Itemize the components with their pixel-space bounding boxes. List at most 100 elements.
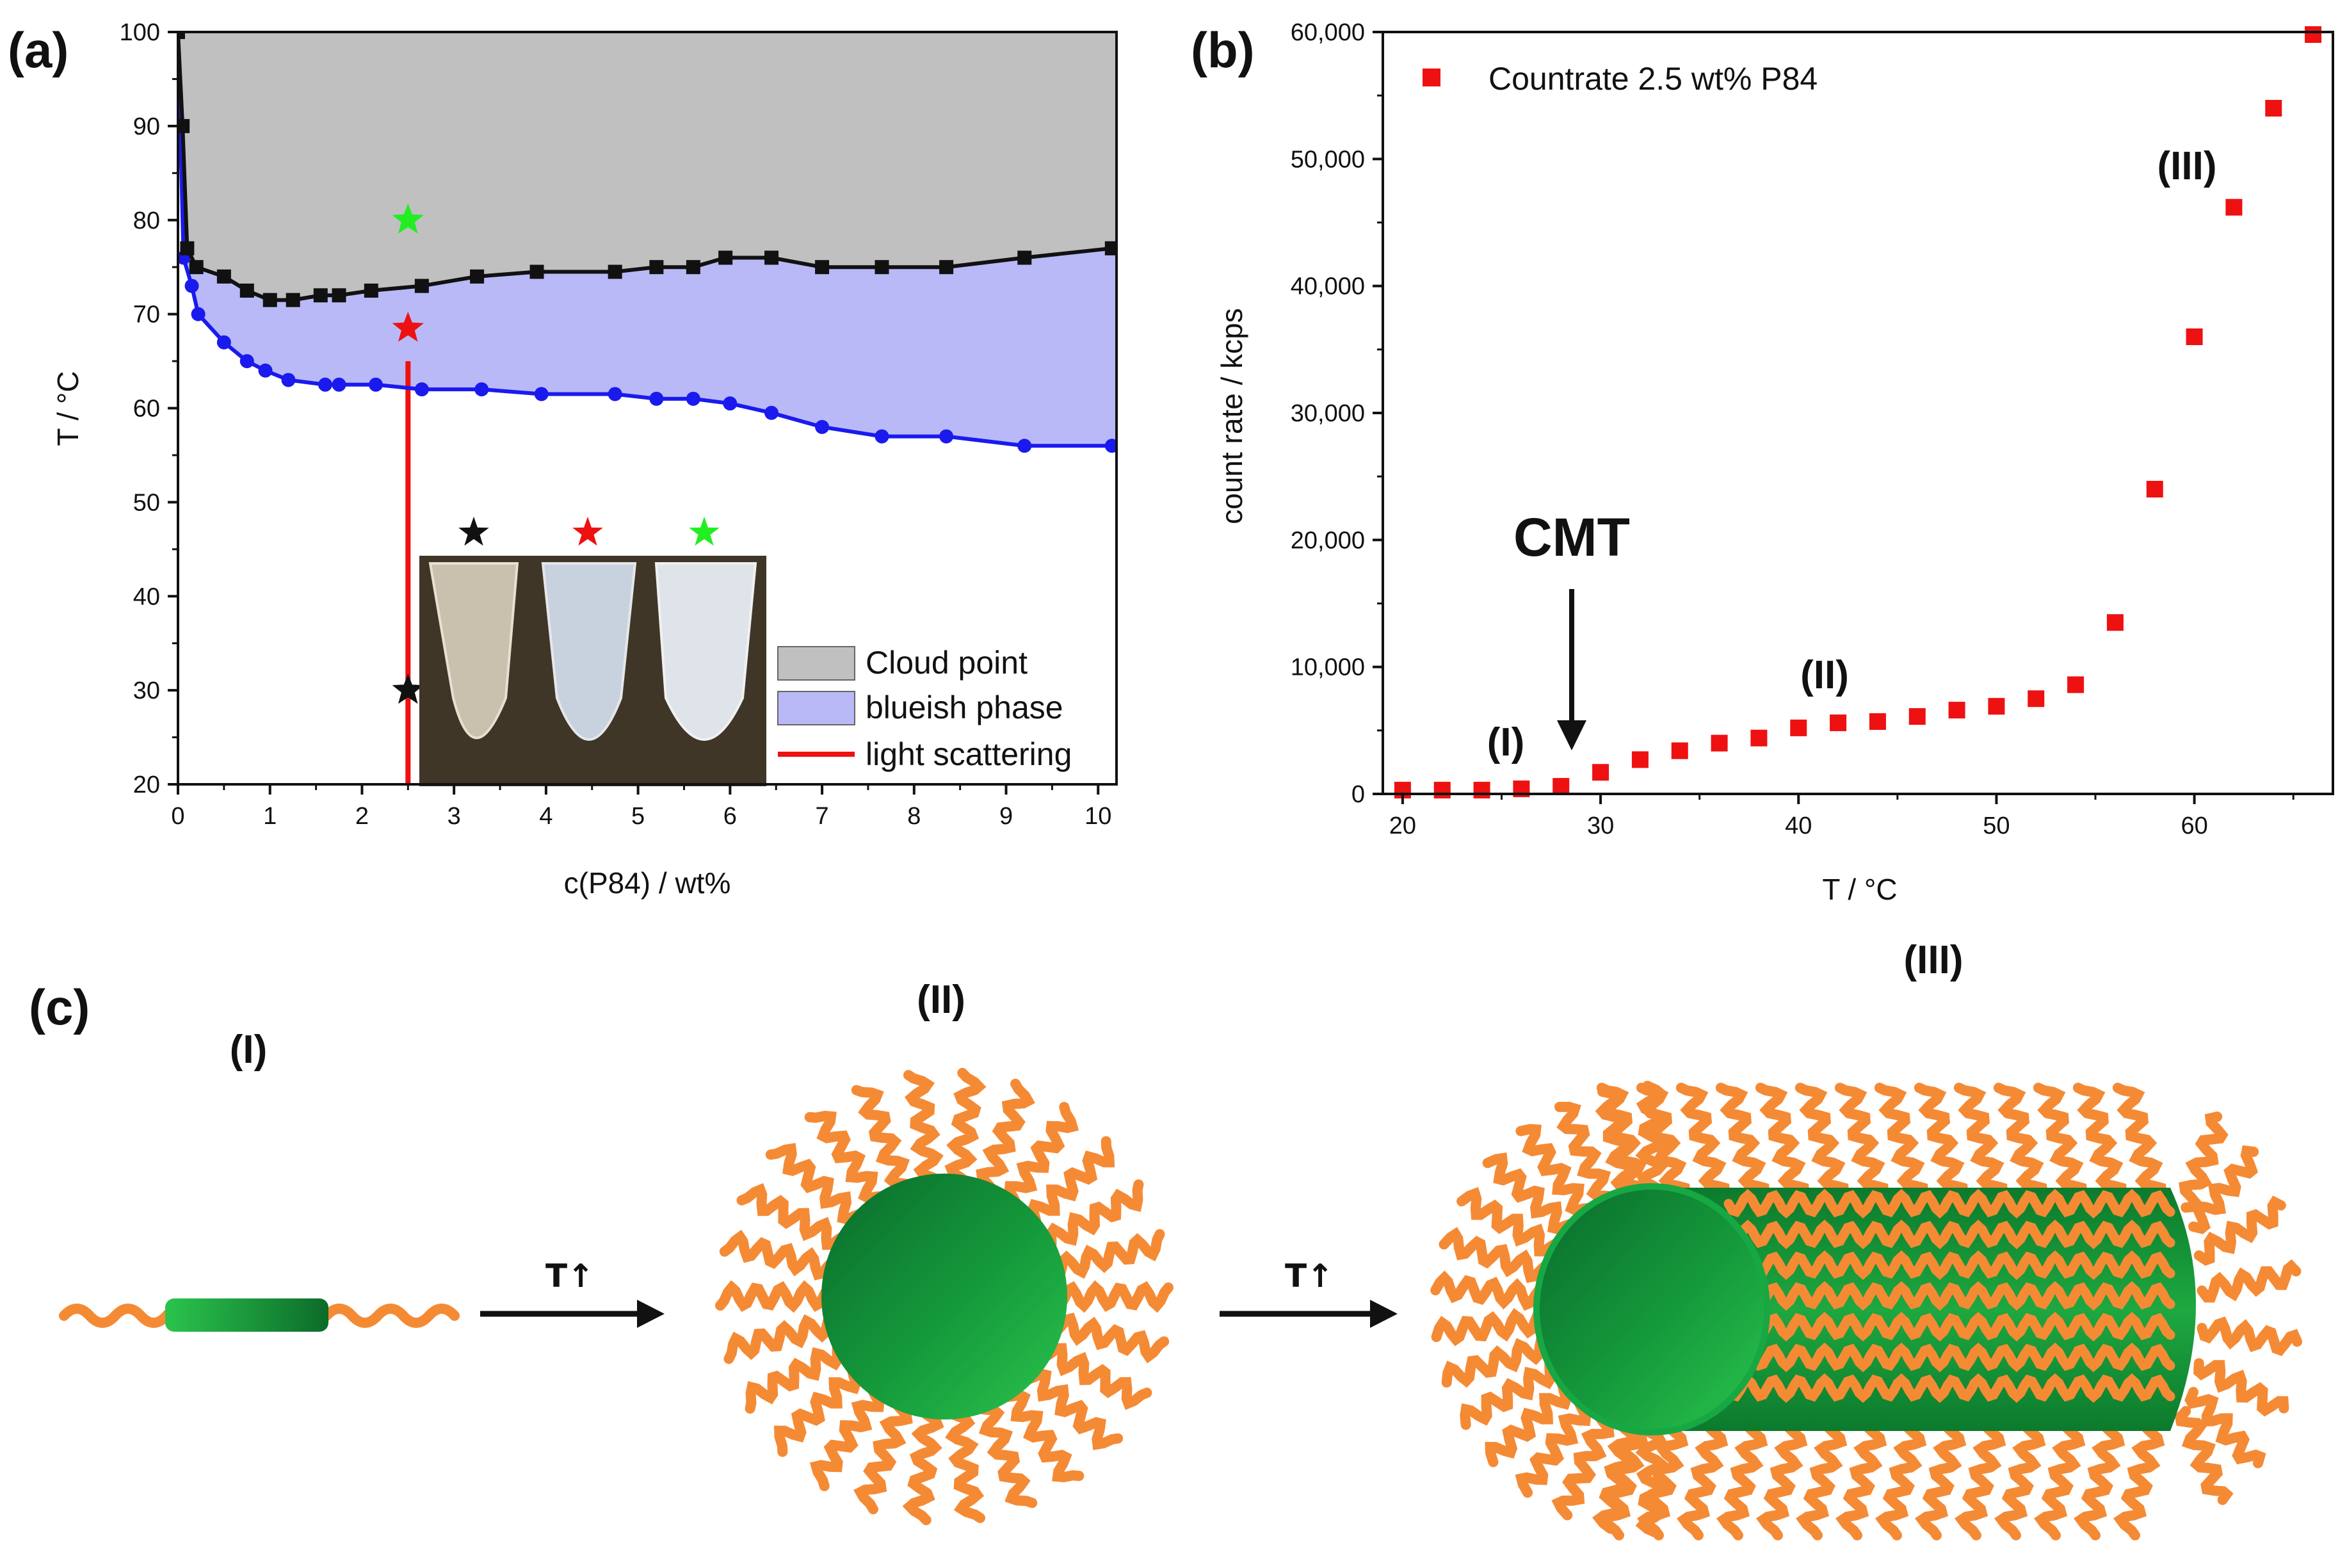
spherical-micelle — [715, 1067, 1174, 1526]
corona-chain — [1915, 1416, 1967, 1540]
x-tick-label-a: 7 — [816, 803, 829, 830]
corona-chain — [1515, 1124, 1599, 1224]
cloud-point-point — [239, 283, 254, 298]
corona-chain — [736, 1183, 853, 1251]
count-rate-points — [1394, 26, 2322, 799]
count-rate-point — [2067, 676, 2085, 693]
corona-chain — [1795, 1083, 1850, 1202]
y-tick-label-b: 30,000 — [1291, 400, 1365, 427]
cloud-point-point — [180, 241, 195, 255]
cloud-point-point — [332, 288, 346, 303]
rod-micelle — [1430, 1081, 2302, 1540]
count-rate-point — [2146, 481, 2163, 497]
corona-chain — [2197, 1259, 2302, 1303]
corona-chain — [1001, 1102, 1079, 1214]
cloud-point-point — [718, 250, 733, 265]
sample-stars — [392, 203, 424, 704]
corona-chain — [1796, 1416, 1848, 1540]
corona-chain — [1482, 1152, 1581, 1240]
y-tick-label-a: 90 — [133, 113, 160, 140]
cloud-point-point — [216, 269, 231, 284]
rod-corona — [1430, 1081, 2302, 1540]
blueish-phase-point — [474, 382, 489, 397]
count-rate-point — [2265, 100, 2282, 117]
unimer-right-chain — [321, 1304, 460, 1328]
vial-turbid — [654, 562, 757, 741]
black-star-marker — [392, 674, 424, 704]
x-tick-label-b: 30 — [1587, 812, 1614, 839]
corona-chain — [1035, 1342, 1152, 1410]
count-rate-point — [2225, 198, 2243, 216]
x-tick-label-a: 2 — [355, 803, 369, 830]
corona-chain — [1045, 1313, 1170, 1364]
count-rate-point — [1830, 714, 1847, 731]
corona-chain — [1993, 1083, 2048, 1202]
count-rate-point — [2106, 614, 2124, 631]
corona-chain — [1597, 1416, 1649, 1540]
count-rate-point — [1553, 778, 1570, 795]
corona-chain — [944, 1067, 987, 1194]
arrow-2-label: T↑ — [1285, 1257, 1334, 1295]
corona-chain — [1460, 1355, 1566, 1430]
y-tick-label-a: 100 — [120, 19, 160, 46]
black-vial-star — [458, 517, 489, 546]
corona-chain-front — [1723, 1281, 2175, 1311]
unimer-core — [165, 1298, 328, 1332]
x-tick-label-b: 50 — [1983, 812, 2010, 839]
blueish-phase-point — [686, 391, 700, 406]
corona-chain — [2113, 1416, 2165, 1540]
cmt-annotation: CMT — [1513, 507, 1630, 567]
corona-chain — [944, 1399, 985, 1523]
blueish-phase-point — [534, 387, 549, 401]
corona-chain — [1018, 1363, 1124, 1450]
cloud-point-point — [189, 260, 204, 275]
blueish-phase-point — [723, 396, 738, 411]
corona-chain-front — [1723, 1250, 2175, 1281]
corona-chain — [1756, 1416, 1808, 1540]
cloud-point-point — [313, 288, 328, 303]
x-tick-label-a: 8 — [907, 803, 921, 830]
cloud-point-point — [608, 264, 622, 279]
blueish-phase-point — [608, 387, 622, 401]
cloud-point-point — [1104, 241, 1117, 255]
corona-chain — [2193, 1358, 2289, 1417]
stage-ii-annotation: (II) — [1800, 653, 1849, 697]
green-vial-star — [689, 517, 720, 546]
corona-chain — [1715, 1083, 1770, 1202]
vial-stars — [458, 517, 720, 546]
count-rate-point — [1908, 708, 1926, 725]
y-tick-label-b: 60,000 — [1291, 19, 1365, 46]
legend-blueish-phase: blueish phase — [866, 690, 1063, 725]
corona-chain-front — [1723, 1188, 2175, 1219]
y-tick-label-b: 20,000 — [1291, 527, 1365, 554]
corona-chain — [902, 1399, 944, 1526]
corona-chain — [1430, 1270, 1552, 1311]
blueish-phase-point — [875, 429, 889, 444]
count-rate-point — [1671, 742, 1688, 759]
cloud-point-point — [470, 269, 485, 284]
red-vial-star — [572, 517, 603, 546]
y-tick-label-b: 50,000 — [1291, 146, 1365, 173]
corona-chain — [1675, 1083, 1730, 1202]
count-rate-point — [1750, 729, 1768, 747]
x-tick-label-a: 5 — [631, 803, 645, 830]
corona-chain — [1020, 1136, 1115, 1234]
corona-chain — [745, 1336, 853, 1414]
blueish-phase-point — [939, 429, 954, 444]
corona-chain — [2074, 1416, 2125, 1540]
y-axis-label-a: T / °C — [51, 371, 85, 446]
count-rate-point — [1473, 782, 1490, 799]
blueish-phase-point — [1017, 439, 1032, 453]
corona-chain — [2193, 1195, 2286, 1266]
corona-chain — [1716, 1416, 1768, 1540]
phase-boundary-lines — [178, 32, 1117, 784]
corona-chain — [1515, 1393, 1595, 1498]
corona-chain — [1045, 1229, 1165, 1282]
corona-chain-front — [1723, 1342, 2175, 1373]
corona-chain — [715, 1280, 841, 1313]
count-rate-point — [1433, 782, 1451, 799]
micelle-core — [821, 1174, 1067, 1419]
stage-ii-label: (II) — [917, 978, 965, 1022]
corona-chain — [1637, 1416, 1689, 1540]
